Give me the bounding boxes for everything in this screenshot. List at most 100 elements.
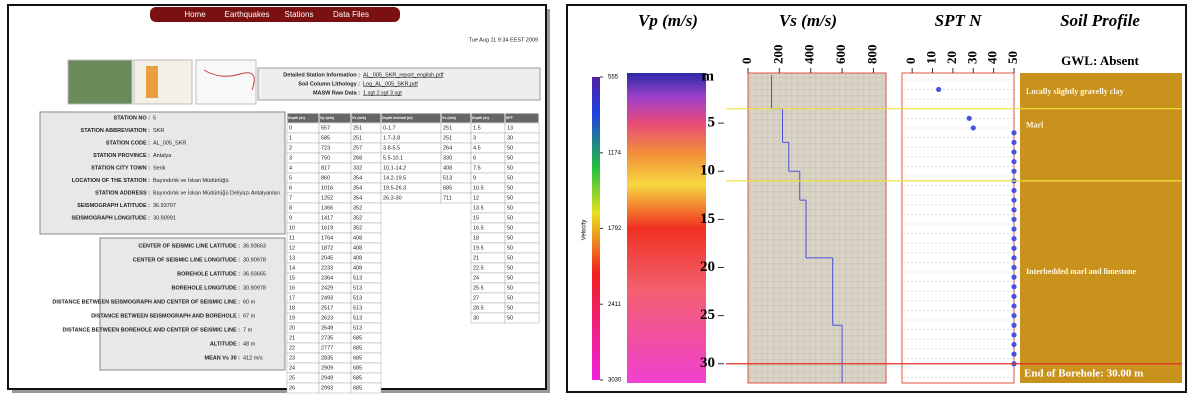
table-cell-text: 685 bbox=[353, 365, 362, 371]
table-cell-text: 1417 bbox=[321, 215, 333, 221]
table-cell-text: 14 bbox=[289, 265, 295, 271]
table-cell-text: 50 bbox=[507, 295, 513, 301]
spt-point bbox=[1011, 255, 1017, 261]
nav-link[interactable]: Stations bbox=[285, 10, 314, 19]
depth-tick-label: 20 bbox=[700, 259, 715, 275]
nav-link[interactable]: Home bbox=[184, 10, 206, 19]
table-cell-text: 18 bbox=[473, 235, 479, 241]
soil-panel bbox=[1020, 73, 1182, 383]
table-header: Vp (m/s) bbox=[320, 116, 335, 120]
station-value: Serik bbox=[153, 165, 166, 171]
spt-tick-label: 40 bbox=[985, 51, 1000, 64]
station-label: STATION ABBREVIATION : bbox=[81, 128, 151, 134]
vs-tick-label: 600 bbox=[833, 45, 848, 65]
colorbar-tick-label: 555 bbox=[608, 75, 619, 81]
table-cell-text: 685 bbox=[353, 355, 362, 361]
station-label: STATION CODE : bbox=[106, 140, 150, 146]
table-cell-text: 8 bbox=[289, 205, 292, 211]
link[interactable]: 1.sgt 2.sgt 3.sgt bbox=[363, 90, 402, 96]
spt-point bbox=[1011, 207, 1017, 213]
table-cell-text: 513 bbox=[353, 315, 362, 321]
station-value: Bayındırlık ve İskan Müdürlüğü bbox=[153, 177, 229, 184]
table-cell-text: 9 bbox=[289, 215, 292, 221]
table-cell-text: 15 bbox=[289, 275, 295, 281]
spt-tick-label: 30 bbox=[964, 51, 979, 64]
seismic-label: ALTITUDE : bbox=[210, 341, 240, 347]
nav-link[interactable]: Data Files bbox=[333, 10, 369, 19]
table-cell-text: 5.5-10.1 bbox=[383, 155, 403, 161]
table-cell-text: 2364 bbox=[321, 275, 333, 281]
link[interactable]: AL_005_SKR_report_english.pdf bbox=[363, 72, 444, 78]
table-header: Vs (m/s) bbox=[352, 116, 367, 120]
table-cell-text: 17 bbox=[289, 295, 295, 301]
spt-panel bbox=[901, 72, 1015, 384]
table-cell-text: 13 bbox=[289, 255, 295, 261]
table-cell-text: 50 bbox=[507, 285, 513, 291]
table-cell-text: 685 bbox=[353, 345, 362, 351]
table-cell-text: 27 bbox=[473, 295, 479, 301]
table-cell-text: 20 bbox=[289, 325, 295, 331]
seismic-label: DISTANCE BETWEEN SEISMOGRAPH AND BOREHOL… bbox=[91, 313, 240, 319]
table-cell-text: 1366 bbox=[321, 205, 333, 211]
table-cell-text: 585 bbox=[321, 135, 330, 141]
spt-point bbox=[1011, 149, 1017, 155]
depth-tick-label: 25 bbox=[700, 307, 715, 323]
colorbar bbox=[592, 77, 600, 380]
panel-title: Vp (m/s) bbox=[638, 11, 698, 30]
table-cell-text: 30 bbox=[507, 135, 513, 141]
table-cell-text: 723 bbox=[321, 145, 330, 151]
panel-title: Vs (m/s) bbox=[779, 11, 837, 30]
table-cell-text: 2 bbox=[289, 145, 292, 151]
thumbnail-detail bbox=[146, 66, 158, 98]
table-cell-text: 513 bbox=[353, 285, 362, 291]
table-cell-text: 352 bbox=[353, 215, 362, 221]
station-label: STATION CITY TOWN : bbox=[91, 165, 150, 171]
table-cell-text: 19.5-26.3 bbox=[383, 185, 406, 191]
table-cell-text: 50 bbox=[507, 215, 513, 221]
vp-section bbox=[627, 73, 706, 383]
table-cell-text: 2429 bbox=[321, 285, 333, 291]
table-cell-text: 15 bbox=[473, 215, 479, 221]
station-label: LOCATION OF THE STATION : bbox=[72, 178, 150, 184]
spt-point bbox=[936, 86, 942, 93]
table-cell-text: 513 bbox=[353, 275, 362, 281]
depth-tick-label: 5 bbox=[708, 115, 716, 131]
table-cell-text: 50 bbox=[507, 185, 513, 191]
table-cell-text: 513 bbox=[353, 305, 362, 311]
seismic-value: 48 m bbox=[243, 341, 256, 347]
spt-tick-label: 20 bbox=[944, 51, 959, 64]
table-cell-text: 10.1-14.2 bbox=[383, 165, 406, 171]
table-cell-text: 251 bbox=[353, 135, 362, 141]
spt-point bbox=[1011, 216, 1017, 222]
table-cell-text: 50 bbox=[507, 275, 513, 281]
seismic-value: 412 m/s bbox=[243, 355, 263, 361]
table-cell-text: 1016 bbox=[321, 185, 333, 191]
table-cell-text: 3.8-5.5 bbox=[383, 145, 400, 151]
spt-point bbox=[1011, 313, 1017, 319]
table-cell-text: 2777 bbox=[321, 345, 333, 351]
table-cell-text: 50 bbox=[507, 305, 513, 311]
spt-tick-label: 10 bbox=[924, 51, 939, 64]
table-cell-text: 25 bbox=[289, 375, 295, 381]
table-cell-text: 10.5 bbox=[473, 185, 484, 191]
thumbnail-curve bbox=[203, 69, 255, 91]
link[interactable]: Log_AL_005_SKR.pdf bbox=[363, 81, 418, 87]
soil-name: Marl bbox=[1026, 121, 1044, 130]
table-cell-text: 21 bbox=[289, 335, 295, 341]
colorbar-label: Velocity bbox=[582, 220, 588, 241]
colorbar-tick-label: 2411 bbox=[608, 302, 622, 308]
table-cell-text: 4.5 bbox=[473, 145, 481, 151]
end-label: End of Borehole: 30.00 m bbox=[1024, 367, 1143, 379]
table-cell-text: 352 bbox=[353, 205, 362, 211]
table-header: Vs (m/s) bbox=[442, 116, 457, 120]
vs-panel bbox=[747, 72, 887, 384]
spt-point bbox=[1011, 197, 1017, 203]
station-label: STATION PROVINCE : bbox=[93, 153, 150, 159]
spt-point bbox=[1011, 264, 1017, 271]
table-cell-text: 28.5 bbox=[473, 305, 484, 311]
table-cell-text: 19.5 bbox=[473, 245, 484, 251]
nav-link[interactable]: Earthquakes bbox=[225, 10, 270, 19]
table-cell-text: 0-1.7 bbox=[383, 125, 396, 131]
seismic-value: 36.93665 bbox=[243, 271, 266, 277]
